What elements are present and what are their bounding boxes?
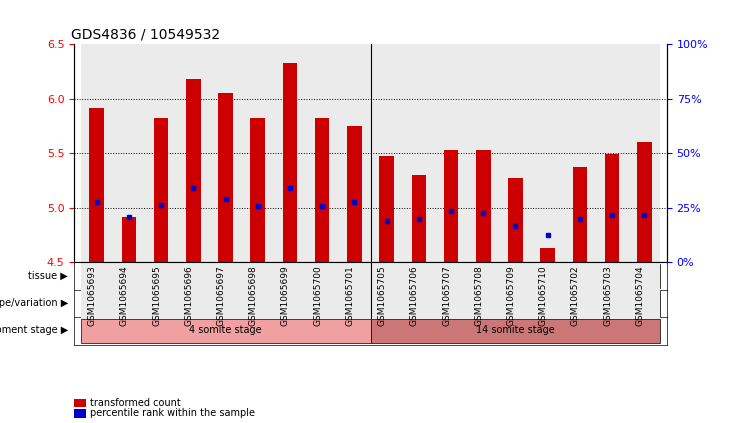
Text: GSM1065702: GSM1065702 <box>571 265 580 326</box>
Text: genotype/variation ▶: genotype/variation ▶ <box>0 298 68 308</box>
Bar <box>467 44 499 262</box>
Bar <box>74 398 86 407</box>
Bar <box>210 291 370 316</box>
Bar <box>339 44 370 262</box>
Bar <box>596 262 628 319</box>
Bar <box>531 44 564 262</box>
Bar <box>637 143 651 262</box>
Bar <box>370 44 402 262</box>
Bar <box>242 262 274 319</box>
Text: anterior embryonic brain: anterior embryonic brain <box>454 270 576 280</box>
Bar <box>564 262 596 319</box>
Text: 14 somite stage: 14 somite stage <box>476 325 555 335</box>
Text: percentile rank within the sample: percentile rank within the sample <box>90 409 256 418</box>
Bar <box>540 248 555 262</box>
Bar <box>81 264 370 288</box>
Bar <box>210 262 242 319</box>
Bar <box>499 44 531 262</box>
Bar <box>476 150 491 262</box>
Text: GSM1065697: GSM1065697 <box>216 265 225 326</box>
Text: development stage ▶: development stage ▶ <box>0 325 68 335</box>
Bar <box>508 179 522 262</box>
Text: transformed count: transformed count <box>90 398 181 408</box>
Text: GSM1065703: GSM1065703 <box>603 265 612 326</box>
Bar <box>242 44 274 262</box>
Text: GSM1065704: GSM1065704 <box>635 265 645 326</box>
Bar <box>339 262 370 319</box>
Bar <box>402 262 435 319</box>
Text: Raldh2-/-: Raldh2-/- <box>445 298 489 308</box>
Bar <box>370 319 660 343</box>
Bar <box>499 262 531 319</box>
Text: GSM1065710: GSM1065710 <box>539 265 548 326</box>
Bar <box>122 217 136 262</box>
Text: 4 somite stage: 4 somite stage <box>189 325 262 335</box>
Bar <box>596 44 628 262</box>
Text: GSM1065700: GSM1065700 <box>313 265 322 326</box>
Bar <box>306 262 339 319</box>
Bar <box>370 262 402 319</box>
Bar <box>306 44 339 262</box>
Text: posterior embryonic brain: posterior embryonic brain <box>162 270 289 280</box>
Bar <box>145 262 177 319</box>
Bar <box>219 93 233 262</box>
Text: GSM1065709: GSM1065709 <box>507 265 516 326</box>
Text: GSM1065698: GSM1065698 <box>249 265 258 326</box>
Text: GSM1065699: GSM1065699 <box>281 265 290 326</box>
Bar <box>605 154 619 262</box>
Bar <box>81 319 370 343</box>
Bar <box>250 118 265 262</box>
Bar <box>370 291 564 316</box>
Bar <box>74 409 86 418</box>
Bar <box>274 262 306 319</box>
Bar <box>564 44 596 262</box>
Text: wild type: wild type <box>590 298 634 308</box>
Bar <box>315 118 330 262</box>
Bar <box>145 44 177 262</box>
Text: GSM1065701: GSM1065701 <box>345 265 354 326</box>
Text: GSM1065695: GSM1065695 <box>152 265 161 326</box>
Bar <box>81 262 113 319</box>
Text: GDS4836 / 10549532: GDS4836 / 10549532 <box>71 28 220 42</box>
Bar <box>113 262 145 319</box>
Text: wild type: wild type <box>268 298 312 308</box>
Bar <box>435 44 467 262</box>
Bar <box>628 262 660 319</box>
Text: GSM1065706: GSM1065706 <box>410 265 419 326</box>
Text: GSM1065705: GSM1065705 <box>378 265 387 326</box>
Bar <box>435 262 467 319</box>
Bar <box>210 44 242 262</box>
Text: GSM1065707: GSM1065707 <box>442 265 451 326</box>
Bar <box>154 118 168 262</box>
Bar <box>186 79 201 262</box>
Bar <box>531 262 564 319</box>
Text: GSM1065694: GSM1065694 <box>120 265 129 326</box>
Bar <box>379 156 394 262</box>
Bar <box>81 291 210 316</box>
Bar <box>573 168 587 262</box>
Bar <box>444 150 458 262</box>
Bar <box>347 126 362 262</box>
Text: Raldh2-/-: Raldh2-/- <box>123 298 167 308</box>
Bar <box>90 107 104 262</box>
Bar <box>81 44 113 262</box>
Text: GSM1065696: GSM1065696 <box>185 265 193 326</box>
Text: tissue ▶: tissue ▶ <box>28 270 68 280</box>
Text: GSM1065708: GSM1065708 <box>474 265 483 326</box>
Bar <box>113 44 145 262</box>
Bar <box>628 44 660 262</box>
Text: GSM1065693: GSM1065693 <box>87 265 96 326</box>
Bar <box>467 262 499 319</box>
Bar <box>177 44 210 262</box>
Bar <box>283 63 297 262</box>
Bar <box>370 264 660 288</box>
Bar <box>564 291 660 316</box>
Bar <box>177 262 210 319</box>
Bar <box>402 44 435 262</box>
Bar <box>274 44 306 262</box>
Bar <box>411 175 426 262</box>
